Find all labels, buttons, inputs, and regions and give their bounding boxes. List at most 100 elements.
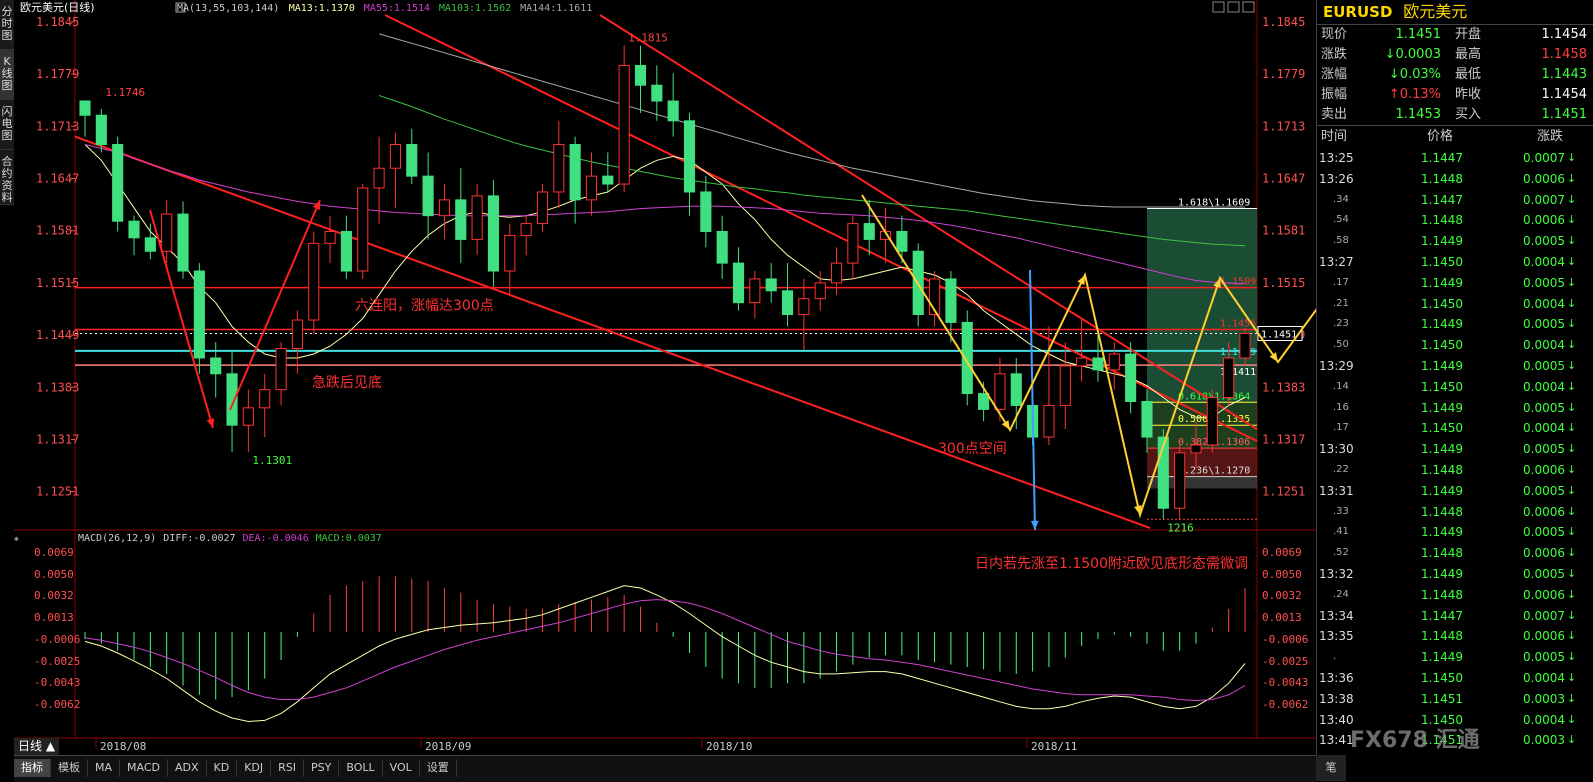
tick-table[interactable]: 13:25 1.1447 0.0007 ↓ 13:26 1.1448 0.0006 ↓ .34 1… (1317, 148, 1593, 751)
macd-y-tick-right: 0.0032 (1262, 589, 1302, 602)
ma-line-MA103 (378, 95, 1246, 247)
tick-time: .33 (1333, 505, 1349, 517)
candle-body (683, 120, 696, 193)
left-tab-2[interactable]: 闪电图 (0, 100, 14, 150)
tick-time: 13:30 (1319, 442, 1354, 457)
period-selector[interactable]: 日线 ▲ (14, 738, 60, 755)
candle-body (357, 187, 369, 272)
quote-row: 卖出 1.1453 买入 1.1451 (1317, 105, 1593, 125)
macd-y-tick-right: 0.0069 (1262, 546, 1302, 559)
indicator-tab-设置[interactable]: 设置 (420, 759, 457, 777)
down-arrow-icon: ↓ (1567, 171, 1577, 185)
tick-change: 0.0003 (1523, 691, 1565, 706)
tick-change: 0.0005 (1523, 525, 1565, 540)
tick-header-price: 价格 (1427, 129, 1454, 144)
candle-body (814, 282, 826, 300)
tick-time: .21 (1333, 297, 1349, 309)
tick-time: .16 (1333, 401, 1349, 413)
current-price-label: 1.1451 (1261, 329, 1297, 340)
tick-row: 13:29 1.1449 0.0005 ↓ (1317, 356, 1593, 377)
indicator-tab-psy[interactable]: PSY (304, 759, 340, 777)
quote-label: 卖出 (1321, 107, 1348, 122)
tick-price: 1.1449 (1421, 234, 1463, 249)
tick-price: 1.1451 (1421, 733, 1463, 748)
tick-price: 1.1451 (1421, 691, 1463, 706)
ma-line-MA144 (378, 33, 1245, 208)
candle-body (896, 230, 908, 252)
indicator-tab-ma[interactable]: MA (88, 759, 121, 777)
y-tick-left: 1.1383 (36, 380, 79, 394)
candle-body (275, 348, 287, 391)
ma-legend: MA144:1.1611 (520, 3, 592, 14)
candle-body (847, 223, 859, 264)
down-arrow-icon: ↓ (1567, 192, 1577, 206)
tick-row: .17 1.1450 0.0004 ↓ (1317, 418, 1593, 439)
indicator-tab-macd[interactable]: MACD (120, 759, 168, 777)
tick-price: 1.1448 (1421, 546, 1463, 561)
tick-row: .41 1.1449 0.0005 ↓ (1317, 522, 1593, 543)
tick-change: 0.0005 (1523, 483, 1565, 498)
tick-change: 0.0007 (1523, 151, 1565, 165)
x-axis-label: 2018/09 (425, 740, 471, 753)
macd-y-tick-right: -0.0025 (1262, 655, 1308, 668)
tick-row: .23 1.1449 0.0005 ↓ (1317, 314, 1593, 335)
x-axis-label: 2018/10 (706, 740, 752, 753)
symbol-name: 欧元美元 (1403, 2, 1468, 21)
tick-row: 13:31 1.1449 0.0005 ↓ (1317, 481, 1593, 502)
down-arrow-icon: ↓ (1567, 400, 1577, 414)
quote-label: 昨收 (1455, 87, 1482, 102)
tick-price: 1.1449 (1421, 566, 1463, 581)
trend-arrow-down-head (206, 418, 215, 428)
hline-label: 1.1456 (1220, 319, 1256, 330)
tick-row: 13:34 1.1447 0.0007 ↓ (1317, 606, 1593, 627)
left-tab-3[interactable]: 合约资料 (0, 150, 14, 205)
macd-y-tick-left: 0.0069 (34, 546, 74, 559)
left-tab-0[interactable]: 分时图 (0, 0, 14, 50)
candle-body (618, 64, 630, 185)
tick-change: 0.0004 (1523, 421, 1565, 436)
tick-change: 0.0005 (1523, 317, 1565, 332)
tick-change: 0.0006 (1523, 504, 1565, 519)
fib-gray-zone (1147, 476, 1257, 489)
tick-change: 0.0006 (1523, 546, 1565, 561)
down-arrow-icon: ↓ (1567, 504, 1577, 518)
indicator-tab-vol[interactable]: VOL (383, 759, 420, 777)
quote-label: 振幅 (1321, 87, 1348, 102)
y-tick-left: 1.1581 (36, 224, 79, 238)
tick-row: .24 1.1448 0.0006 ↓ (1317, 585, 1593, 606)
macd-y-tick-right: 0.0013 (1262, 611, 1302, 624)
tick-time: .34 (1333, 193, 1349, 205)
trend-arrow-down (149, 209, 214, 429)
fib-label: 0.618\1.1364 (1178, 391, 1250, 402)
chart-area[interactable]: 1.1845 1.1845 1.1779 1.1779 1.1713 1.1713 1.16… (0, 0, 1316, 755)
down-arrow-icon: ↓ (1567, 712, 1577, 726)
tick-time: 13:41 (1319, 733, 1354, 748)
stroke-button[interactable]: 笔 (1316, 755, 1346, 781)
quote-value: ↓0.03% (1388, 67, 1441, 82)
candle-body (504, 234, 516, 272)
y-tick-left: 1.1251 (36, 485, 79, 499)
x-axis-label: 2018/08 (100, 740, 146, 753)
tick-price: 1.1450 (1421, 338, 1463, 353)
tick-row: .17 1.1449 0.0005 ↓ (1317, 273, 1593, 294)
quote-row: 涨跌 ↓0.0003 最高 1.1458 (1317, 45, 1593, 65)
macd-legend: DIFF:-0.0027 (163, 533, 235, 544)
tick-change: 0.0004 (1523, 670, 1565, 685)
tick-row: 13:26 1.1448 0.0006 ↓ (1317, 169, 1593, 190)
indicator-tab-指标[interactable]: 指标 (14, 759, 51, 777)
tick-price: 1.1450 (1421, 670, 1463, 685)
indicator-tab-kdj[interactable]: KDJ (237, 759, 272, 777)
down-arrow-icon: ↓ (1567, 525, 1577, 539)
macd-icon: ◆ (14, 534, 19, 543)
down-arrow-icon: ↓ (1567, 483, 1577, 497)
indicator-tab-模板[interactable]: 模板 (51, 759, 88, 777)
indicator-tab-adx[interactable]: ADX (168, 759, 207, 777)
indicator-tab-rsi[interactable]: RSI (271, 759, 305, 777)
tick-time: 13:40 (1319, 712, 1354, 727)
tick-change: 0.0005 (1523, 234, 1565, 249)
indicator-tab-boll[interactable]: BOLL (339, 759, 383, 777)
indicator-tab-kd[interactable]: KD (207, 759, 238, 777)
candle-body (781, 290, 794, 316)
candle-body (1206, 397, 1218, 446)
